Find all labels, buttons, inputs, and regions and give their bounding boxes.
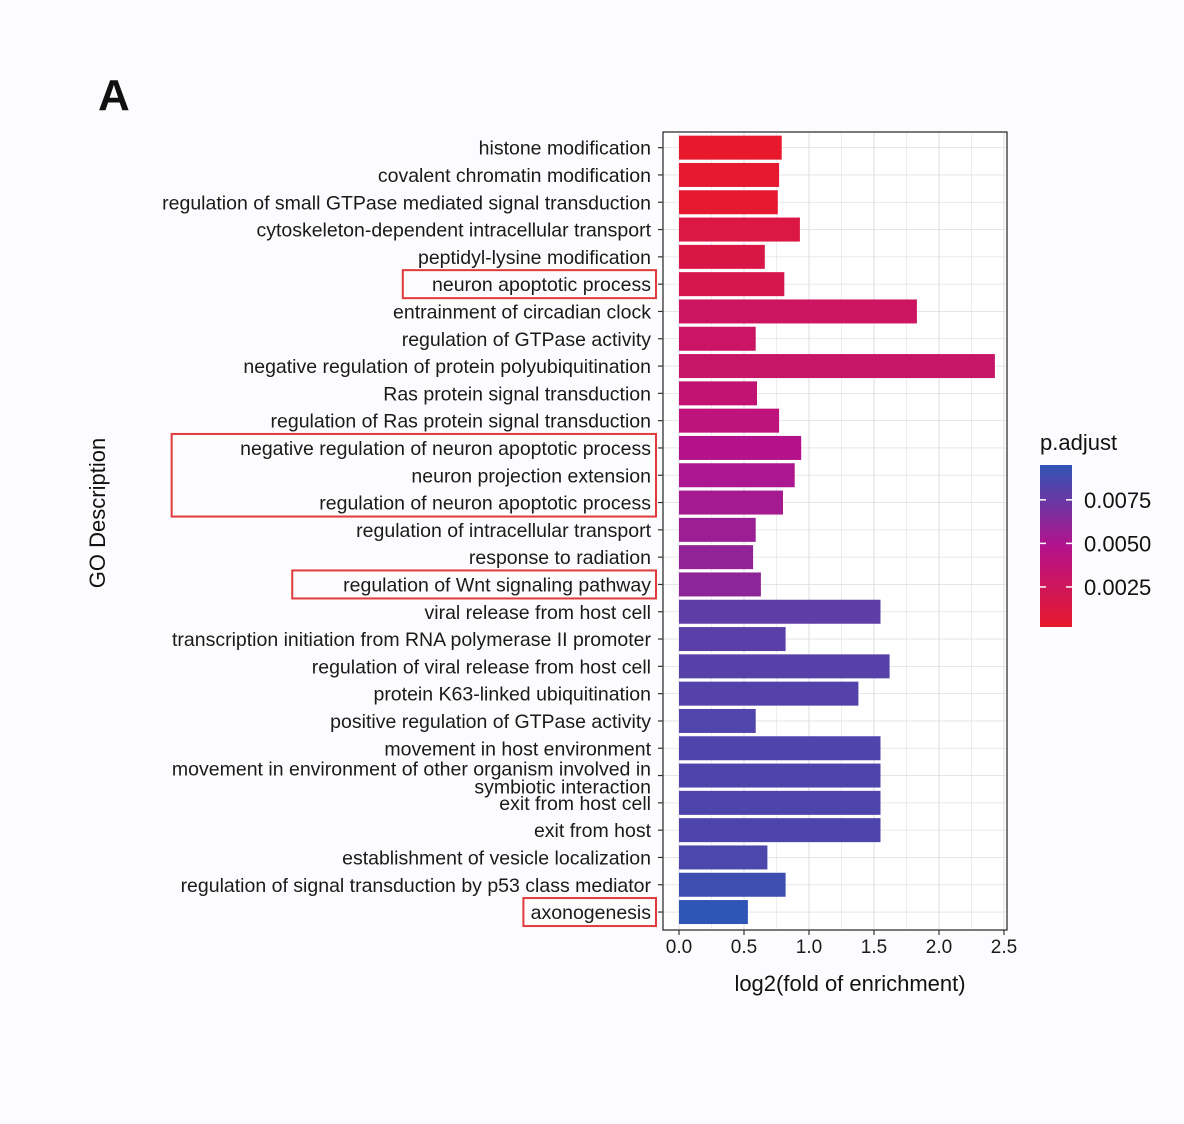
bar (679, 872, 786, 897)
highlight-box (170, 432, 657, 518)
x-tick-label: 0.5 (731, 937, 757, 958)
bar (679, 900, 748, 925)
category-label: peptidyl-lysine modification (418, 247, 651, 269)
highlight-boxes (170, 269, 658, 928)
category-labels: histone modification covalent chromatin m… (162, 138, 663, 924)
legend-title: p.adjust (1040, 430, 1117, 455)
bar (679, 272, 785, 297)
bar (679, 135, 782, 160)
x-tick-label: 0.0 (666, 937, 692, 958)
bar (679, 490, 783, 515)
category-label: regulation of small GTPase mediated sign… (162, 192, 651, 214)
category-label: neuron apoptotic process (432, 274, 651, 296)
category-label: movement in host environment (384, 738, 651, 760)
category-label: negative regulation of protein polyubiqu… (243, 356, 651, 378)
category-label: entrainment of circadian clock (393, 301, 651, 323)
category-label: establishment of vesicle localization (342, 847, 651, 869)
category-label: Ras protein signal transduction (383, 383, 651, 405)
category-label: response to radiation (469, 547, 651, 569)
bar (679, 845, 768, 870)
x-tick-label: 1.5 (861, 937, 887, 958)
bar (679, 818, 881, 843)
bar (679, 599, 881, 624)
bar (679, 763, 881, 788)
category-label: covalent chromatin modification (378, 165, 651, 187)
x-axis-title: log2(fold of enrichment) (734, 971, 965, 996)
category-label: regulation of neuron apoptotic process (319, 493, 651, 515)
category-label: regulation of Wnt signaling pathway (343, 574, 651, 596)
bar (679, 381, 757, 406)
bars (679, 135, 995, 925)
legend-colorbar (1040, 465, 1072, 627)
bar (679, 299, 917, 324)
category-label: histone modification (479, 138, 651, 160)
bar (679, 217, 800, 242)
legend-ticks: 0.0075 0.0050 0.0025 (1040, 488, 1151, 600)
legend-tick-label: 0.0075 (1084, 488, 1151, 513)
bar (679, 244, 765, 269)
x-tick-label: 2.0 (926, 937, 952, 958)
bar (679, 162, 780, 187)
category-label: regulation of viral release from host ce… (312, 656, 651, 678)
x-tick-label: 2.5 (991, 937, 1017, 958)
category-label: exit from host (534, 820, 652, 842)
category-label: negative regulation of neuron apoptotic … (240, 438, 651, 460)
category-label: positive regulation of GTPase activity (330, 711, 651, 733)
legend: p.adjust 0.0075 0.0050 0.0025 (1040, 430, 1151, 627)
bar (679, 517, 756, 542)
bar (679, 572, 761, 597)
y-axis-title: GO Description (85, 438, 110, 588)
bar (679, 790, 881, 815)
bar (679, 681, 859, 706)
panel-label: A (98, 71, 130, 120)
bar (679, 708, 756, 733)
category-label: movement in environment of other organis… (172, 759, 651, 799)
bar (679, 627, 786, 652)
bar (679, 463, 795, 488)
x-axis-ticks: 0.0 0.5 1.0 1.5 2.0 2.5 (666, 930, 1017, 958)
highlight-box (401, 269, 657, 300)
category-label: protein K63-linked ubiquitination (373, 684, 651, 706)
category-label: regulation of intracellular transport (356, 520, 651, 542)
legend-tick-label: 0.0050 (1084, 531, 1151, 556)
bar (679, 736, 881, 761)
bar (679, 545, 754, 570)
category-label-line: movement in environment of other organis… (172, 759, 651, 781)
category-label: exit from host cell (499, 793, 651, 815)
category-label: regulation of signal transduction by p53… (181, 875, 652, 897)
bar (679, 654, 890, 679)
category-label-line: symbiotic interaction (474, 777, 651, 799)
category-label: neuron projection extension (411, 465, 651, 487)
bar (679, 354, 995, 379)
category-label: viral release from host cell (425, 602, 652, 624)
bar (679, 326, 756, 351)
x-tick-label: 1.0 (796, 937, 822, 958)
category-label: transcription initiation from RNA polyme… (172, 629, 652, 651)
bar (679, 435, 802, 460)
category-label: cytoskeleton-dependent intracellular tra… (256, 220, 651, 242)
bar (679, 190, 778, 215)
highlight-box (291, 569, 657, 600)
bar (679, 408, 780, 433)
legend-tick-label: 0.0025 (1084, 575, 1151, 600)
category-label: regulation of Ras protein signal transdu… (271, 411, 651, 433)
category-label: regulation of GTPase activity (402, 329, 652, 351)
highlight-box (522, 897, 658, 928)
category-label: axonogenesis (531, 902, 652, 924)
